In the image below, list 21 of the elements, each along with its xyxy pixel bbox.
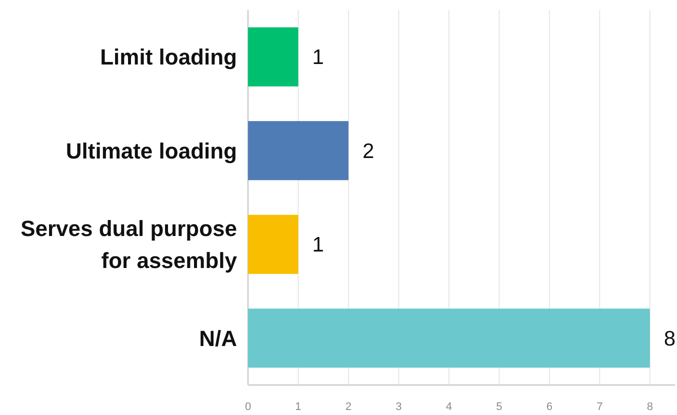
data-label: 2 xyxy=(362,140,374,163)
data-label: 1 xyxy=(312,234,324,257)
x-tick-label: 7 xyxy=(596,400,603,413)
x-tick-label: 5 xyxy=(496,400,502,413)
y-tick-label: Limit loading xyxy=(100,44,237,70)
bar xyxy=(248,121,348,180)
x-tick-label: 6 xyxy=(546,400,552,413)
x-tick-label: 8 xyxy=(646,400,653,413)
y-tick-label: Serves dual purpose for assembly xyxy=(20,216,238,274)
x-tick-label: 0 xyxy=(244,400,252,413)
bar xyxy=(248,27,298,86)
data-label: 8 xyxy=(664,327,676,350)
bar xyxy=(248,308,650,368)
y-tick-label: Ultimate loading xyxy=(66,138,237,164)
x-tick-label: 2 xyxy=(345,400,352,413)
x-tick-label: 1 xyxy=(295,400,302,413)
x-tick-label: 3 xyxy=(396,400,402,413)
y-tick-label: N/A xyxy=(199,326,238,351)
bar xyxy=(248,214,298,274)
x-tick-label: 4 xyxy=(446,400,452,413)
data-label: 1 xyxy=(312,46,324,70)
